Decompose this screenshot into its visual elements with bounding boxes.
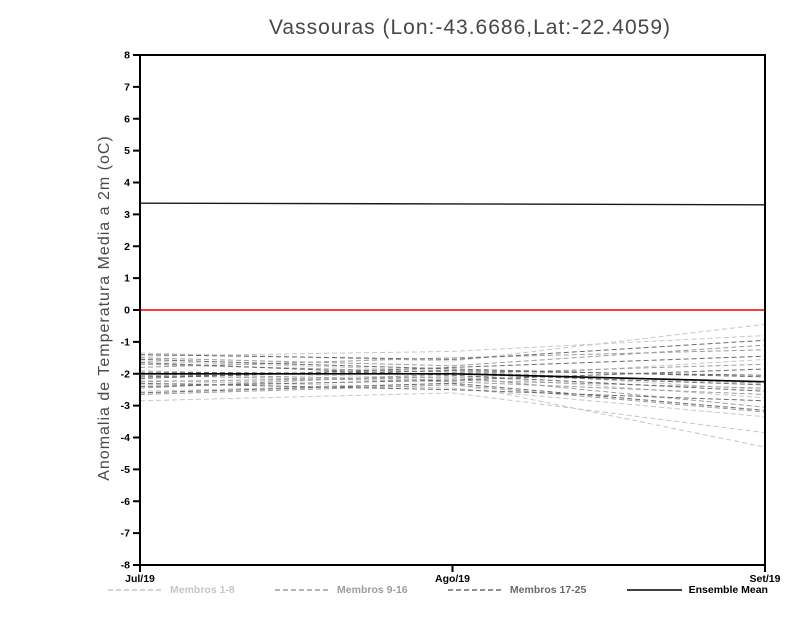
x-tick-label: Set/19	[750, 573, 781, 585]
y-tick-label: 2	[124, 241, 130, 253]
legend-item-ensemble-mean: Ensemble Mean	[626, 584, 768, 596]
ensemble-member-line	[139, 373, 766, 389]
y-tick-label: 0	[124, 305, 130, 317]
y-tick-label: -7	[121, 528, 130, 540]
ensemble-member-line	[139, 362, 766, 392]
chart-title: Vassouras (Lon:-43.6686,Lat:-22.4059)	[268, 16, 672, 39]
ensemble-member-line	[139, 392, 766, 434]
ensemble-member-line	[139, 358, 766, 378]
y-tick-label: 1	[124, 273, 130, 285]
y-tick-label: -2	[121, 368, 130, 380]
y-tick-label: -5	[121, 464, 130, 476]
y-tick-label: 4	[124, 177, 130, 189]
y-tick-label: -6	[121, 496, 130, 508]
ensemble-member-line	[139, 339, 766, 360]
y-tick-label: 8	[124, 50, 130, 62]
y-tick-label: 5	[124, 145, 130, 157]
solid-extra-line	[139, 202, 766, 206]
legend-label: Membros 17-25	[509, 584, 587, 596]
legend-item-membros-17-25: Membros 17-25	[447, 584, 587, 596]
ensemble-member-line	[139, 384, 766, 413]
dashed-line-sample-icon	[447, 589, 503, 591]
x-tick-label: Ago/19	[435, 573, 470, 585]
legend-label: Membros 9-16	[337, 584, 408, 596]
ensemble-member-line	[139, 382, 766, 402]
y-tick-label: 3	[124, 209, 130, 221]
solid-line-sample-icon	[626, 589, 682, 591]
legend-item-membros-1-8: Membros 1-8	[108, 584, 235, 596]
ensemble-member-line	[139, 368, 766, 387]
legend-item-membros-9-16: Membros 9-16	[275, 584, 408, 596]
dashed-line-sample-icon	[108, 589, 163, 591]
ensemble-member-line	[139, 379, 766, 418]
dashed-line-sample-icon	[275, 589, 331, 591]
legend-label: Ensemble Mean	[688, 584, 768, 596]
y-tick-label: -3	[121, 400, 130, 412]
legend-label: Membros 1-8	[170, 584, 235, 596]
ensemble-member-line	[139, 323, 766, 362]
plot-frame	[139, 54, 766, 566]
y-tick-label: -1	[121, 336, 130, 348]
y-tick-label: -8	[121, 560, 130, 572]
ensemble-member-line	[139, 382, 766, 411]
ensemble-member-line	[139, 374, 766, 395]
y-tick-label: 7	[124, 81, 130, 93]
y-tick-label: -4	[121, 432, 130, 444]
y-tick-label: 6	[124, 113, 130, 125]
ensemble-member-line	[139, 349, 766, 368]
ensemble-mean-line	[140, 372, 766, 383]
ensemble-member-line	[139, 344, 766, 367]
ensemble-member-line	[139, 370, 766, 378]
x-tick-label: Jul/19	[125, 573, 155, 585]
legend: Membros 1-8 Membros 9-16 Membros 17-25 E…	[108, 584, 768, 596]
ensemble-member-line	[139, 335, 766, 357]
